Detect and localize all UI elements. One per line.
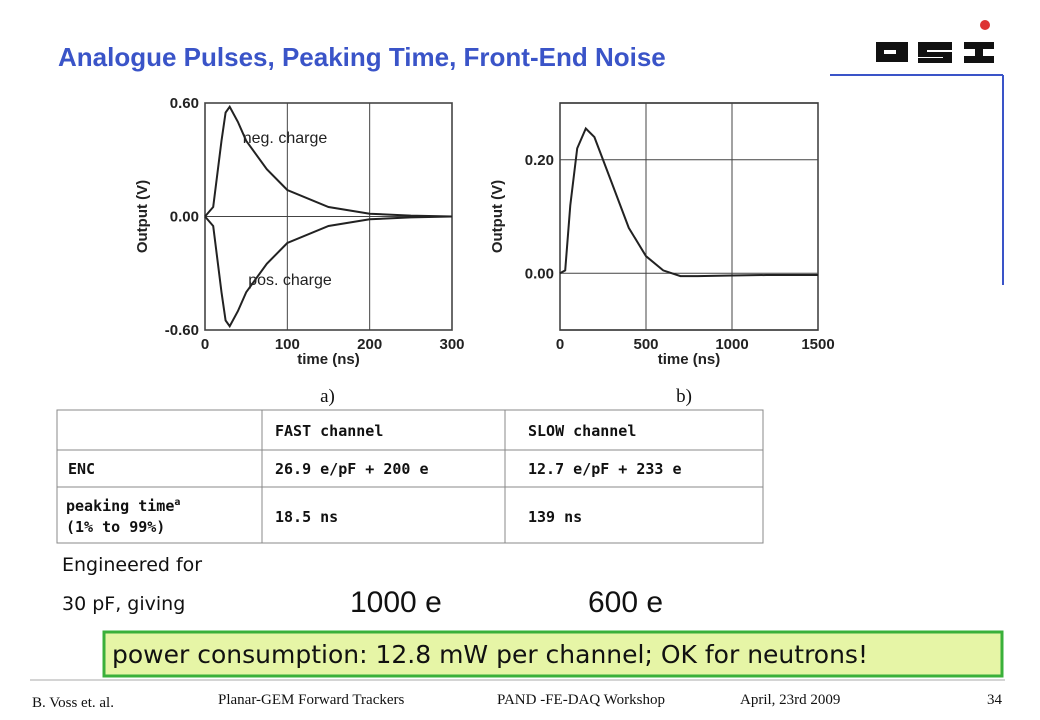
series-label: pos. charge bbox=[248, 272, 332, 289]
line-series bbox=[204, 104, 453, 218]
row-label-text: peaking time bbox=[66, 497, 174, 515]
x-tick-label: 0 bbox=[201, 336, 209, 353]
table-header: SLOW channel bbox=[528, 422, 636, 440]
table-cell: 12.7 e/pF + 233 e bbox=[528, 460, 682, 478]
y-tick-label: 0.20 bbox=[525, 152, 554, 169]
y-axis-title: Output (V) bbox=[489, 180, 506, 253]
slide-title: Analogue Pulses, Peaking Time, Front-End… bbox=[58, 42, 666, 72]
footer-project: Planar-GEM Forward Trackers bbox=[218, 692, 404, 708]
charts: -0.60 0.00 0.60 0 100 200 300 neg. charge pos. c… bbox=[134, 95, 835, 407]
note-value: 600 e bbox=[588, 586, 663, 619]
chart-caption: b) bbox=[676, 386, 692, 407]
footnote-mark: a bbox=[174, 497, 180, 508]
logo bbox=[876, 20, 994, 63]
table-header: FAST channel bbox=[275, 422, 383, 440]
x-axis-title: time (ns) bbox=[297, 351, 360, 368]
footer-page: 34 bbox=[987, 692, 1003, 708]
line-series bbox=[559, 126, 818, 278]
row-sublabel: (1% to 99%) bbox=[66, 518, 165, 536]
note: 30 pF, giving bbox=[62, 593, 185, 615]
footer-author: B. Voss et. al. bbox=[32, 695, 114, 711]
footer-event: PAND -FE-DAQ Workshop bbox=[497, 692, 665, 708]
x-tick-label: 300 bbox=[439, 336, 464, 353]
x-tick-label: 0 bbox=[556, 336, 564, 353]
footer-date: April, 23rd 2009 bbox=[740, 692, 840, 708]
y-tick-label: 0.00 bbox=[525, 265, 554, 282]
y-axis-title: Output (V) bbox=[134, 180, 151, 253]
spec-table bbox=[56, 409, 764, 544]
table-cell: 18.5 ns bbox=[275, 508, 338, 526]
y-tick-label: 0.60 bbox=[170, 95, 199, 112]
row-label: ENC bbox=[68, 460, 95, 478]
banner-box bbox=[102, 630, 1004, 678]
series-label: neg. charge bbox=[243, 130, 328, 147]
x-tick-label: 1500 bbox=[801, 336, 834, 353]
x-tick-label: 500 bbox=[633, 336, 658, 353]
note-value: 1000 e bbox=[350, 586, 442, 619]
line-series bbox=[204, 215, 453, 329]
table-cell: 139 ns bbox=[528, 508, 582, 526]
x-tick-label: 200 bbox=[357, 336, 382, 353]
y-tick-label: -0.60 bbox=[165, 322, 199, 339]
table-frame bbox=[56, 409, 764, 544]
x-axis-title: time (ns) bbox=[658, 351, 721, 368]
banner: power consumption: 12.8 mW per channel; … bbox=[112, 640, 868, 669]
x-tick-label: 1000 bbox=[715, 336, 748, 353]
y-tick-label: 0.00 bbox=[170, 209, 199, 226]
chart-caption: a) bbox=[320, 386, 335, 407]
note: Engineered for bbox=[62, 554, 202, 576]
x-tick-label: 100 bbox=[275, 336, 300, 353]
row-label: peaking timea bbox=[66, 497, 180, 515]
table-cell: 26.9 e/pF + 200 e bbox=[275, 460, 429, 478]
